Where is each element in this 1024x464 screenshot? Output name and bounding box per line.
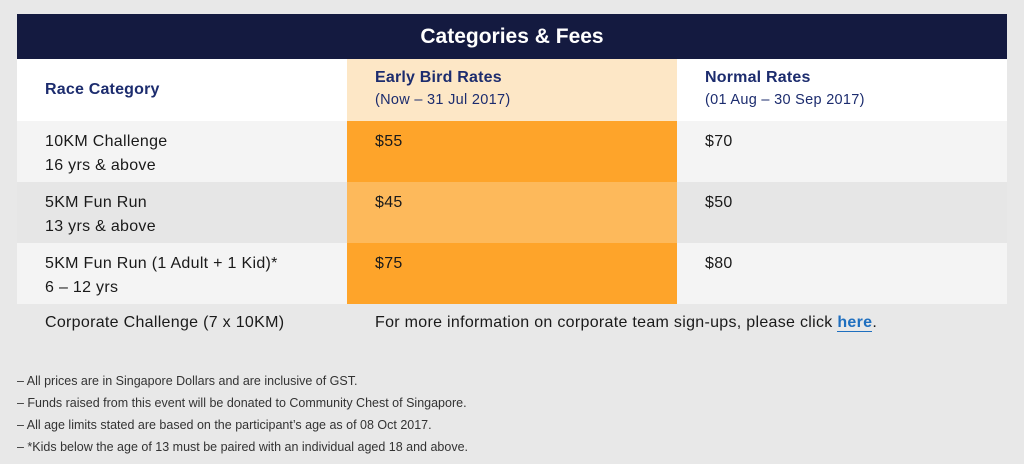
header-early-bird-cell: Early Bird Rates (Now – 31 Jul 2017) — [347, 59, 677, 121]
header-category-cell: Race Category — [17, 59, 347, 121]
header-early-bird-period: (Now – 31 Jul 2017) — [375, 92, 511, 108]
corporate-name: Corporate Challenge (7 x 10KM) — [45, 314, 285, 331]
header-normal: Normal Rates — [705, 69, 811, 86]
header-category: Race Category — [45, 81, 160, 98]
category-cell: 10KM Challenge 16 yrs & above — [17, 121, 347, 182]
footnotes: – All prices are in Singapore Dollars an… — [17, 370, 468, 458]
corporate-info: For more information on corporate team s… — [347, 314, 877, 332]
footnote-gst: – All prices are in Singapore Dollars an… — [17, 374, 358, 388]
corporate-row: Corporate Challenge (7 x 10KM) For more … — [17, 304, 1007, 342]
corporate-signup-link[interactable]: here — [837, 314, 873, 332]
footnote-age-limit: – All age limits stated are based on the… — [17, 418, 432, 432]
early-bird-price: $45 — [347, 182, 677, 243]
header-row: Race Category Early Bird Rates (Now – 31… — [17, 59, 1007, 121]
table-title: Categories & Fees — [17, 14, 1007, 59]
early-bird-price: $75 — [347, 243, 677, 304]
category-cell: 5KM Fun Run 13 yrs & above — [17, 182, 347, 243]
category-name: 5KM Fun Run (1 Adult + 1 Kid)* — [45, 255, 278, 272]
table-row: 5KM Fun Run (1 Adult + 1 Kid)* 6 – 12 yr… — [17, 243, 1007, 304]
footnote-kids: – *Kids below the age of 13 must be pair… — [17, 440, 469, 454]
category-age: 13 yrs & above — [45, 218, 156, 235]
category-age: 16 yrs & above — [45, 157, 156, 174]
normal-price: $50 — [705, 194, 733, 211]
category-cell: 5KM Fun Run (1 Adult + 1 Kid)* 6 – 12 yr… — [17, 243, 347, 304]
early-bird-price: $55 — [347, 121, 677, 182]
header-early-bird: Early Bird Rates — [375, 69, 502, 86]
table-row: 10KM Challenge 16 yrs & above $55 $70 — [17, 121, 1007, 182]
normal-price: $70 — [705, 133, 733, 150]
corporate-info-suffix: . — [872, 314, 878, 331]
normal-price: $80 — [705, 255, 733, 272]
category-age: 6 – 12 yrs — [45, 279, 119, 296]
header-normal-cell: Normal Rates (01 Aug – 30 Sep 2017) — [677, 59, 1007, 121]
footnote-donation: – Funds raised from this event will be d… — [17, 396, 467, 410]
fees-table: Categories & Fees Race Category Early Bi… — [17, 14, 1007, 342]
category-name: 5KM Fun Run — [45, 194, 148, 211]
category-name: 10KM Challenge — [45, 133, 168, 150]
table-row: 5KM Fun Run 13 yrs & above $45 $50 — [17, 182, 1007, 243]
header-normal-period: (01 Aug – 30 Sep 2017) — [705, 92, 865, 108]
corporate-info-text: For more information on corporate team s… — [375, 314, 838, 331]
